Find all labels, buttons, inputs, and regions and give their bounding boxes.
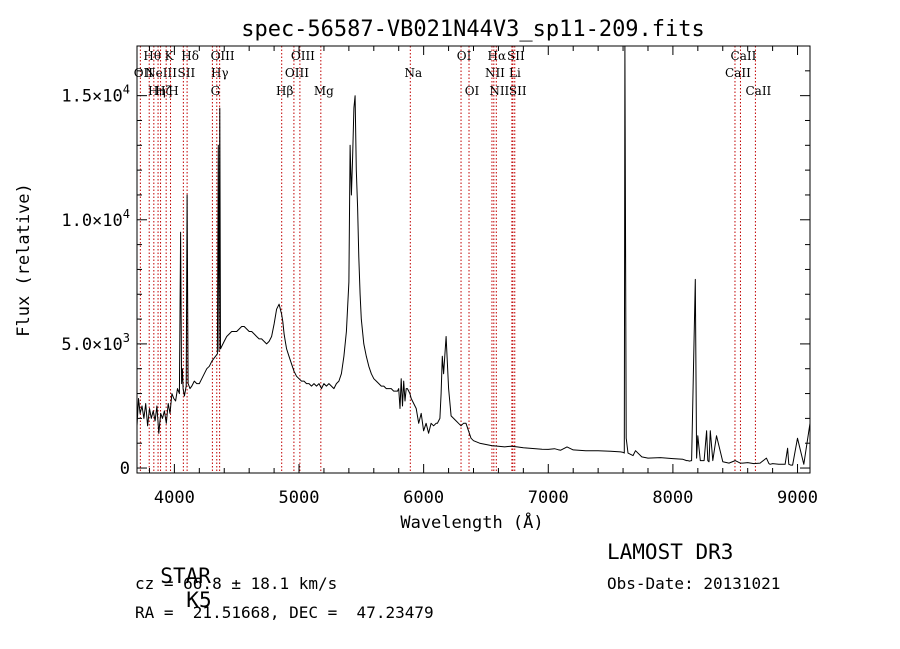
marker-label-26: CaII <box>731 49 757 63</box>
x-tick-label-2: 6000 <box>403 488 444 508</box>
marker-label-11: OIII <box>211 49 235 63</box>
marker-label-23: SII <box>507 49 525 63</box>
obs-date: Obs-Date: 20131021 <box>607 574 781 593</box>
marker-label-22: Li <box>509 66 521 80</box>
marker-label-14: OIII <box>291 49 315 63</box>
marker-label-4: Hζ <box>155 84 172 98</box>
survey-label: LAMOST DR3 <box>607 540 734 564</box>
marker-label-21: NII <box>489 84 509 98</box>
marker-label-6: H <box>168 84 178 98</box>
y-tick-exponent-1: 3 <box>123 331 130 345</box>
y-tick-mantissa-1: 5.0×10 <box>61 335 122 355</box>
marker-label-16: Na <box>404 66 422 80</box>
x-tick-label-1: 5000 <box>279 488 320 508</box>
marker-label-10: Hγ <box>211 66 229 80</box>
marker-label-12: Hβ <box>276 84 293 98</box>
x-tick-label-5: 9000 <box>777 488 818 508</box>
y-tick-label-2: 1.0×104 <box>61 207 130 231</box>
subclass-label: K5 <box>186 588 212 612</box>
y-tick-label-0: 0 <box>120 459 130 479</box>
spectral-class: STAR K5 <box>135 540 212 612</box>
marker-label-27: CaII <box>745 84 771 98</box>
marker-label-0: OII <box>134 66 154 80</box>
y-tick-mantissa-0: 0 <box>120 459 130 479</box>
y-tick-exponent-3: 4 <box>123 83 130 97</box>
x-tick-label-0: 4000 <box>154 488 195 508</box>
chart-title: spec-56587-VB021N44V3_sp11-209.fits <box>241 17 705 42</box>
marker-label-20: Hα <box>488 49 507 63</box>
coordinates-line: RA = 21.51668, DEC = 47.23479 <box>135 603 434 622</box>
y-tick-label-1: 5.0×103 <box>61 331 130 355</box>
marker-label-15: Mg <box>314 84 334 98</box>
y-tick-mantissa-2: 1.0×10 <box>61 211 122 231</box>
x-tick-label-4: 8000 <box>652 488 693 508</box>
line-markers: OIIHθHηNeIIIHζKHSIIHδGHγOIIIHβOIIIOIIIMg… <box>134 46 772 473</box>
marker-label-5: K <box>165 49 175 63</box>
plot-frame <box>136 45 811 474</box>
marker-label-7: SII <box>178 66 196 80</box>
y-tick-exponent-2: 4 <box>123 207 130 221</box>
x-axis-label: Wavelength (Å) <box>400 511 543 533</box>
marker-label-17: OI <box>457 49 472 63</box>
marker-label-1: Hθ <box>143 49 161 63</box>
marker-label-8: Hδ <box>181 49 199 63</box>
marker-label-13: OIII <box>285 66 309 80</box>
marker-label-24: SII <box>509 84 527 98</box>
spectrum-series <box>136 45 811 466</box>
spectrum-line <box>136 45 811 466</box>
y-axis-label: Flux (relative) <box>14 183 34 337</box>
x-tick-label-3: 7000 <box>528 488 569 508</box>
marker-label-25: CaII <box>725 66 751 80</box>
x-axis: 4000 5000 6000 7000 8000 9000 <box>148 46 818 508</box>
marker-label-18: OI <box>465 84 480 98</box>
marker-label-2: Hη <box>148 84 166 98</box>
y-tick-label-3: 1.5×104 <box>61 83 130 107</box>
class-label: STAR <box>160 564 211 588</box>
redshift-line: cz = 66.8 ± 18.1 km/s <box>135 574 338 593</box>
marker-label-19: NII <box>485 66 505 80</box>
marker-label-3: NeIII <box>145 66 177 80</box>
y-tick-mantissa-3: 1.5×10 <box>61 87 122 107</box>
marker-label-9: G <box>211 84 221 98</box>
